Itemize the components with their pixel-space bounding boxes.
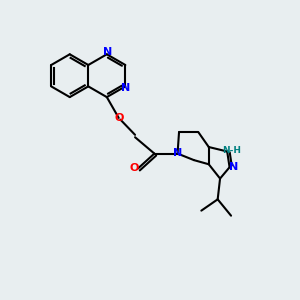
Text: O: O: [130, 164, 139, 173]
Text: N: N: [229, 162, 238, 172]
Text: N: N: [121, 83, 130, 93]
Text: N: N: [173, 148, 182, 158]
Text: N-H: N-H: [222, 146, 241, 154]
Text: N: N: [103, 47, 112, 57]
Text: O: O: [115, 113, 124, 123]
